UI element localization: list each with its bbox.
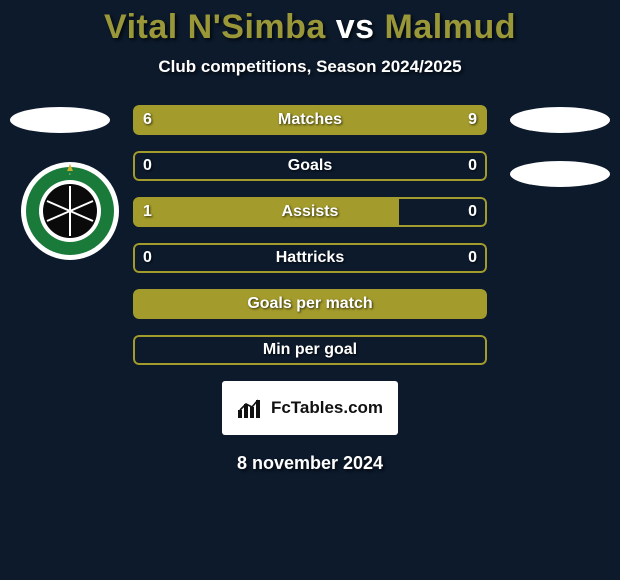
stat-value-right: 0 xyxy=(468,243,477,273)
stat-label: Hattricks xyxy=(133,243,487,273)
team-logo-placeholder-right-1 xyxy=(510,107,610,133)
stat-row: Matches69 xyxy=(133,105,487,135)
stat-row: Hattricks0 0 xyxy=(133,243,487,273)
club-badge-icon: · xyxy=(20,161,120,261)
stat-value-right: 0 xyxy=(468,197,477,227)
fctables-text: FcTables.com xyxy=(271,398,383,418)
bars-icon xyxy=(237,398,265,418)
subtitle: Club competitions, Season 2024/2025 xyxy=(0,57,620,77)
stat-row: Goals0 0 xyxy=(133,151,487,181)
stat-row: Min per goal xyxy=(133,335,487,365)
stat-fill-left xyxy=(133,105,275,135)
team-logo-placeholder-right-2 xyxy=(510,161,610,187)
stat-row: Goals per match xyxy=(133,289,487,319)
stat-value-left: 0 xyxy=(143,151,152,181)
stat-fill-left xyxy=(133,197,399,227)
fctables-badge: FcTables.com xyxy=(222,381,398,435)
vs-text: vs xyxy=(336,8,375,46)
stat-value-right: 0 xyxy=(468,151,477,181)
stat-label: Goals xyxy=(133,151,487,181)
stat-value-left: 0 xyxy=(143,243,152,273)
stat-row: Assists10 xyxy=(133,197,487,227)
page-title: Vital N'Simba vs Malmud xyxy=(0,0,620,47)
stat-fill-right xyxy=(275,105,487,135)
team-logo-placeholder-left xyxy=(10,107,110,133)
player1-name: Vital N'Simba xyxy=(104,8,326,46)
stat-label: Min per goal xyxy=(133,335,487,365)
player2-name: Malmud xyxy=(385,8,516,46)
svg-text:·: · xyxy=(69,172,71,178)
stat-rows: Matches69Goals00Assists10Hattricks00Goal… xyxy=(133,105,487,365)
comparison-panel: · Matches69Goals00Assists10Hattricks00Go… xyxy=(0,105,620,474)
date-text: 8 november 2024 xyxy=(0,453,620,474)
